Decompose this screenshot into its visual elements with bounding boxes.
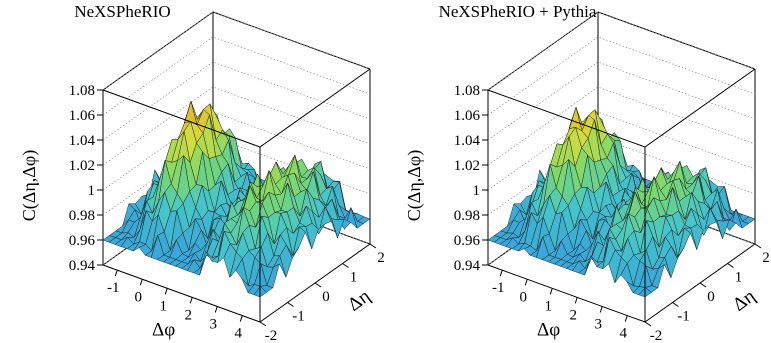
z-gridline: [487, 61, 756, 141]
x-tick-label: -1: [107, 280, 120, 296]
y-tick-label: -1: [292, 309, 305, 325]
z-tick-label: 0.96: [454, 233, 481, 249]
z-gridline: [102, 111, 371, 191]
chart-title: NeXSPheRIO: [74, 2, 171, 21]
z-gridline: [102, 61, 371, 141]
x-tick: [574, 297, 578, 304]
x-tick: [549, 288, 553, 295]
x-tick: [239, 315, 243, 322]
x-tick-label: 4: [235, 326, 243, 342]
top-edge: [644, 68, 756, 148]
top-edge: [487, 89, 646, 148]
y-tick: [287, 302, 294, 307]
y-tick: [342, 263, 349, 268]
z-gridline: [102, 36, 371, 116]
z-tick-label: 0.94: [454, 258, 481, 274]
z-tick-label: 1.04: [69, 133, 96, 149]
x-axis-title: Δφ: [537, 320, 560, 341]
x-tick: [599, 306, 603, 313]
z-tick-label: 1.08: [454, 83, 480, 99]
front-frame: [487, 68, 756, 323]
x-tick: [164, 288, 168, 295]
z-axis: [97, 89, 377, 327]
surface: [487, 106, 756, 298]
surface-cell: [331, 218, 345, 239]
x-tick-label: 2: [185, 307, 193, 323]
x-axis-line: [487, 264, 646, 323]
y-tick-label: 1: [735, 270, 743, 286]
x-tick-label: 3: [595, 316, 603, 332]
y-tick: [727, 263, 734, 268]
x-axis-line: [102, 264, 261, 323]
z-tick-label: 1.06: [454, 108, 481, 124]
y-tick: [314, 282, 322, 288]
z-tick-label: 1.02: [454, 158, 480, 174]
plot-group: 0.94 0.96 0.98 1 1.02 1.04 1.06 1.08 -1 0 1 2 3 4 -2 -1…: [404, 11, 770, 343]
z-gridline: [487, 86, 756, 166]
y-tick-label: -2: [265, 328, 278, 343]
x-tick: [214, 306, 218, 313]
y-tick: [644, 321, 652, 327]
y-tick-label: -2: [650, 328, 663, 343]
x-tick: [189, 297, 193, 304]
y-tick-label: -1: [677, 309, 690, 325]
x-tick-label: 0: [135, 289, 143, 305]
x-tick: [139, 279, 143, 286]
x-tick-label: 3: [210, 316, 218, 332]
z-tick-label: 1.02: [69, 158, 95, 174]
top-edge: [259, 68, 371, 148]
z-axis: [482, 89, 762, 327]
y-tick: [369, 243, 377, 249]
z-tick-label: 0.98: [454, 208, 480, 224]
y-tick-label: 2: [377, 250, 385, 266]
z-gridline: [487, 11, 756, 91]
y-tick: [672, 302, 679, 307]
x-tick-label: 4: [620, 326, 628, 342]
z-tick-label: 1.08: [69, 83, 95, 99]
x-tick-label: -1: [492, 280, 505, 296]
y-axis-title: Δη: [729, 286, 759, 316]
z-gridline: [102, 11, 371, 91]
z-tick-label: 1: [88, 183, 96, 199]
z-gridline: [102, 86, 371, 166]
x-tick: [499, 270, 503, 277]
front-frame: [102, 68, 371, 323]
y-tick: [259, 321, 267, 327]
x-tick-label: 1: [545, 298, 553, 314]
z-tick-label: 0.96: [69, 233, 96, 249]
z-gridline: [487, 36, 756, 116]
z-tick-label: 1.06: [69, 108, 96, 124]
x-tick: [114, 270, 118, 277]
top-edge: [102, 89, 261, 148]
x-tick-label: 2: [570, 307, 578, 323]
z-gridline: [487, 111, 756, 191]
y-tick-label: 2: [762, 250, 770, 266]
chart-panel-right: NeXSPheRIO + Pythia 0.94 0.96 0.98 1 1.02 1.0…: [385, 0, 770, 343]
y-tick: [754, 243, 762, 249]
y-tick-label: 0: [322, 289, 330, 305]
x-tick: [624, 315, 628, 322]
z-tick-label: 1: [473, 183, 481, 199]
surface-cell: [716, 219, 730, 240]
chart-panel-left: NeXSPheRIO 0.94 0.96 0.98 1 1.02 1.04 1.06 1.08…: [0, 0, 385, 343]
plot-group: 0.94 0.96 0.98 1 1.02 1.04 1.06 1.08 -1 0 1 2 3 4 -2 -1…: [19, 11, 385, 343]
z-axis-title: C(Δη,Δφ): [19, 150, 40, 221]
x-tick-label: 0: [520, 289, 528, 305]
y-tick: [699, 282, 707, 288]
y-tick-label: 1: [350, 270, 358, 286]
surface-plot: 0.94 0.96 0.98 1 1.02 1.04 1.06 1.08 -1 0 1 2 3 4 -2 -1…: [19, 11, 385, 343]
surface: [102, 100, 371, 298]
y-tick-label: 0: [707, 289, 715, 305]
surface-plot: 0.94 0.96 0.98 1 1.02 1.04 1.06 1.08 -1 0 1 2 3 4 -2 -1…: [404, 11, 770, 343]
x-tick: [524, 279, 528, 286]
y-axis-title: Δη: [344, 286, 374, 316]
z-axis-title: C(Δη,Δφ): [404, 150, 425, 221]
z-tick-label: 0.98: [69, 208, 95, 224]
x-tick-label: 1: [160, 298, 168, 314]
z-tick-label: 1.04: [454, 133, 481, 149]
chart-title: NeXSPheRIO + Pythia: [438, 2, 597, 21]
x-axis-title: Δφ: [152, 320, 175, 341]
z-tick-label: 0.94: [69, 258, 96, 274]
